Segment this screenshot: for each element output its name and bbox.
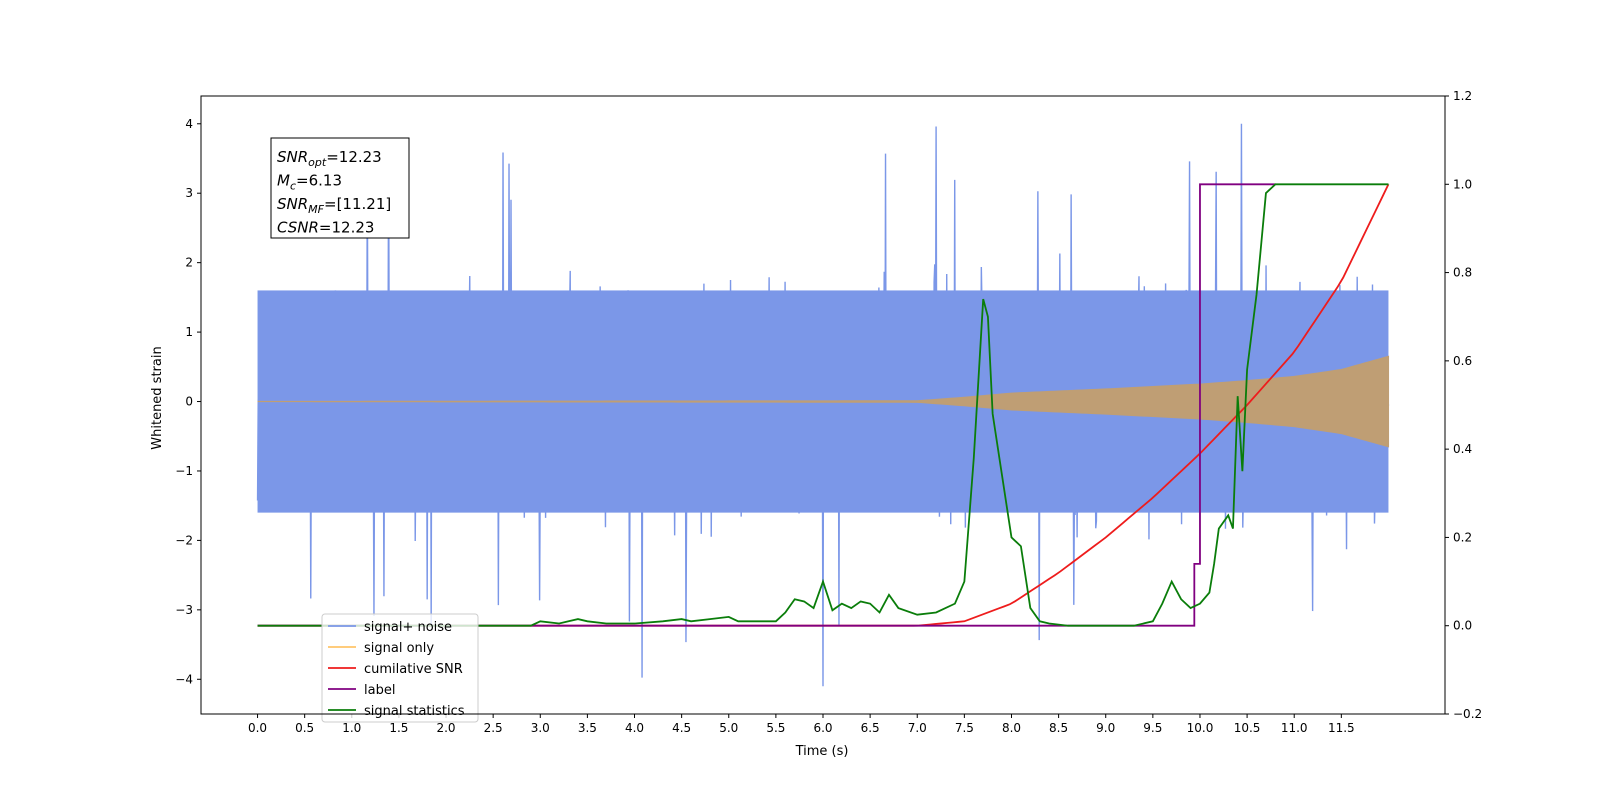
x-tick-label: 0.5	[295, 721, 314, 735]
legend-entry: signal+ noise	[364, 620, 452, 635]
y-tick-label-right: 1.2	[1453, 89, 1472, 103]
x-axis: 0.0 0.5 1.0 1.5 2.0 2.5 3.0 3.5 4.0 4.5 5.0 5.5 6.0 6…	[248, 714, 1355, 735]
stats-line: SNRopt=12.23	[277, 148, 382, 169]
x-tick-label: 3.0	[531, 721, 550, 735]
legend-frame	[321, 613, 479, 723]
x-tick-label: 4.5	[672, 721, 691, 735]
y-tick-label-right: 0.6	[1453, 354, 1472, 368]
stats-line: CSNR=12.23	[277, 219, 374, 237]
x-tick-label: 9.0	[1096, 721, 1115, 735]
plot-frame	[200, 95, 1446, 715]
y-tick-label-left: 4	[185, 117, 193, 131]
y-tick-label-left: −1	[175, 464, 193, 478]
stats-line: SNRMF=[11.21]	[277, 195, 391, 216]
legend-entry: signal only	[364, 641, 434, 656]
y-tick-label-right: 0.2	[1453, 530, 1472, 544]
x-tick-label: 9.5	[1143, 721, 1162, 735]
x-tick-label: 8.0	[1002, 721, 1021, 735]
y-tick-label-right: 0.4	[1453, 442, 1472, 456]
x-tick-label: 7.0	[908, 721, 927, 735]
x-tick-label: 2.5	[484, 721, 503, 735]
y-tick-label-left: −4	[175, 672, 193, 686]
legend-entry: signal statistics	[364, 704, 465, 719]
y-tick-label-left: −3	[175, 603, 193, 617]
x-tick-label: 1.5	[389, 721, 408, 735]
series-signal-statistics	[257, 183, 1389, 627]
y-tick-label-right: 0.8	[1453, 266, 1472, 280]
x-tick-label: 1.0	[342, 721, 361, 735]
x-tick-label: 10.5	[1234, 721, 1261, 735]
y-tick-label-right: −0.2	[1453, 707, 1482, 721]
series-signal-only	[257, 355, 1390, 448]
x-tick-label: 6.0	[813, 721, 832, 735]
y-tick-label-right: 1.0	[1453, 177, 1472, 191]
y-tick-label-left: 1	[185, 325, 193, 339]
y-tick-label-left: 2	[185, 256, 193, 270]
x-tick-label: 5.5	[766, 721, 785, 735]
y-axis-left: −4 −3 −2 −1 0 1 2 3 4	[175, 117, 201, 686]
x-tick-label: 0.0	[248, 721, 267, 735]
x-tick-label: 10.0	[1187, 721, 1214, 735]
x-tick-label: 6.5	[861, 721, 880, 735]
x-tick-label: 4.0	[625, 721, 644, 735]
x-tick-label: 11.5	[1328, 721, 1355, 735]
x-tick-label: 2.0	[436, 721, 455, 735]
legend: signal+ noise signal only cumilative SNR la…	[321, 613, 479, 723]
stats-line: Mc=6.13	[277, 172, 342, 193]
legend-entry: cumilative SNR	[364, 662, 463, 677]
y-tick-label-right: 0.0	[1453, 619, 1472, 633]
series-label	[257, 183, 1276, 627]
y-axis-label: Whitened strain	[150, 346, 165, 449]
x-axis-label: Time (s)	[795, 744, 849, 759]
x-tick-label: 8.5	[1049, 721, 1068, 735]
y-tick-label-left: 0	[185, 395, 193, 409]
x-tick-label: 7.5	[955, 721, 974, 735]
x-tick-label: 11.0	[1281, 721, 1308, 735]
y-axis-right: −0.2 0.0 0.2 0.4 0.6 0.8 1.0 1.2	[1445, 89, 1482, 721]
legend-entry: label	[364, 683, 395, 698]
x-tick-label: 5.0	[719, 721, 738, 735]
x-tick-label: 3.5	[578, 721, 597, 735]
stats-annotation-frame	[270, 137, 410, 239]
y-tick-label-left: −2	[175, 533, 193, 547]
y-tick-label-left: 3	[185, 186, 193, 200]
plot-area	[256, 123, 1390, 687]
